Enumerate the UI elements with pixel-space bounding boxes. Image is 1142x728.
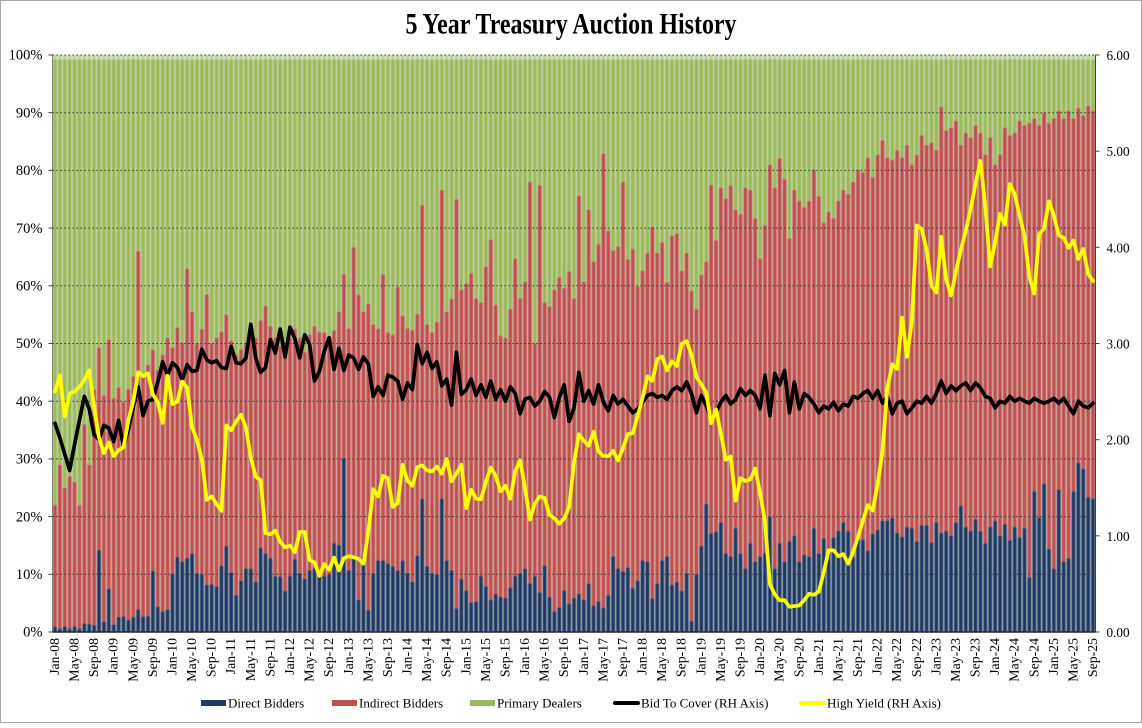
- svg-text:May-22: May-22: [889, 638, 904, 682]
- svg-text:May-25: May-25: [1065, 638, 1080, 682]
- svg-text:May-12: May-12: [302, 638, 317, 682]
- svg-text:Sep-13: Sep-13: [380, 638, 395, 677]
- svg-text:Jan-12: Jan-12: [282, 638, 297, 675]
- svg-text:20%: 20%: [16, 509, 43, 525]
- svg-text:Jan-20: Jan-20: [752, 638, 767, 675]
- svg-text:Sep-24: Sep-24: [1026, 638, 1041, 677]
- svg-text:May-17: May-17: [595, 638, 610, 682]
- svg-text:Jan-11: Jan-11: [223, 638, 238, 674]
- svg-text:May-13: May-13: [360, 638, 375, 682]
- svg-text:Jan-10: Jan-10: [164, 638, 179, 675]
- svg-text:Sep-19: Sep-19: [732, 638, 747, 677]
- svg-text:Primary Dealers: Primary Dealers: [497, 696, 582, 711]
- svg-text:Sep-10: Sep-10: [204, 638, 219, 677]
- svg-text:Jan-21: Jan-21: [811, 638, 826, 675]
- svg-text:Sep-14: Sep-14: [439, 638, 454, 677]
- svg-text:Sep-23: Sep-23: [968, 638, 983, 677]
- svg-text:1.00: 1.00: [1107, 529, 1130, 544]
- svg-text:Sep-08: Sep-08: [86, 638, 101, 677]
- svg-text:May-23: May-23: [948, 638, 963, 682]
- svg-text:6.00: 6.00: [1107, 48, 1130, 63]
- svg-text:May-11: May-11: [243, 638, 258, 681]
- svg-text:May-08: May-08: [67, 638, 82, 682]
- svg-text:Sep-20: Sep-20: [791, 638, 806, 677]
- svg-text:Jan-24: Jan-24: [987, 638, 1002, 675]
- svg-text:Jan-19: Jan-19: [693, 638, 708, 675]
- svg-text:0.00: 0.00: [1107, 625, 1130, 640]
- svg-text:Jan-23: Jan-23: [928, 638, 943, 675]
- svg-text:Jan-13: Jan-13: [341, 638, 356, 675]
- svg-text:10%: 10%: [16, 567, 43, 583]
- svg-text:Jan-08: Jan-08: [47, 638, 62, 675]
- svg-text:100%: 100%: [9, 48, 43, 64]
- svg-text:May-16: May-16: [537, 638, 552, 682]
- svg-text:40%: 40%: [16, 394, 43, 410]
- svg-text:Jan-16: Jan-16: [517, 638, 532, 675]
- svg-text:70%: 70%: [16, 221, 43, 237]
- svg-text:May-14: May-14: [419, 638, 434, 682]
- svg-text:30%: 30%: [16, 452, 43, 468]
- svg-text:Jan-17: Jan-17: [576, 638, 591, 675]
- svg-text:Sep-09: Sep-09: [145, 638, 160, 677]
- svg-text:3.00: 3.00: [1107, 337, 1130, 352]
- svg-text:May-15: May-15: [478, 638, 493, 682]
- svg-text:May-19: May-19: [713, 638, 728, 682]
- svg-text:May-18: May-18: [654, 638, 669, 682]
- svg-text:Sep-11: Sep-11: [262, 638, 277, 677]
- svg-text:4.00: 4.00: [1107, 240, 1130, 255]
- svg-text:Sep-12: Sep-12: [321, 638, 336, 677]
- svg-text:Sep-25: Sep-25: [1085, 638, 1100, 677]
- svg-text:Jan-25: Jan-25: [1046, 638, 1061, 675]
- svg-text:Direct Bidders: Direct Bidders: [228, 696, 304, 711]
- svg-text:2.00: 2.00: [1107, 433, 1130, 448]
- svg-text:Sep-18: Sep-18: [674, 638, 689, 677]
- svg-text:50%: 50%: [16, 336, 43, 352]
- svg-text:Sep-22: Sep-22: [909, 638, 924, 677]
- svg-text:Bid To Cover (RH Axis): Bid To Cover (RH Axis): [641, 696, 768, 711]
- svg-text:Sep-15: Sep-15: [497, 638, 512, 677]
- svg-text:Jan-22: Jan-22: [870, 638, 885, 675]
- svg-text:Jan-15: Jan-15: [458, 638, 473, 675]
- svg-text:Jan-18: Jan-18: [635, 638, 650, 675]
- svg-text:Sep-16: Sep-16: [556, 638, 571, 677]
- svg-text:May-24: May-24: [1007, 638, 1022, 682]
- svg-text:May-20: May-20: [772, 638, 787, 682]
- svg-text:Jan-09: Jan-09: [106, 638, 121, 675]
- svg-text:May-09: May-09: [125, 638, 140, 682]
- svg-text:60%: 60%: [16, 279, 43, 295]
- svg-text:Jan-14: Jan-14: [400, 638, 415, 675]
- svg-text:Sep-21: Sep-21: [850, 638, 865, 677]
- svg-text:May-21: May-21: [830, 638, 845, 682]
- svg-text:Sep-17: Sep-17: [615, 638, 630, 677]
- svg-text:5.00: 5.00: [1107, 144, 1130, 159]
- svg-text:May-10: May-10: [184, 638, 199, 682]
- svg-text:5 Year Treasury Auction Histor: 5 Year Treasury Auction History: [406, 8, 737, 41]
- svg-text:Indirect Bidders: Indirect Bidders: [359, 696, 443, 711]
- svg-text:0%: 0%: [23, 625, 42, 641]
- svg-text:80%: 80%: [16, 163, 43, 179]
- svg-text:High Yield (RH Axis): High Yield (RH Axis): [827, 696, 941, 711]
- svg-text:90%: 90%: [16, 105, 43, 121]
